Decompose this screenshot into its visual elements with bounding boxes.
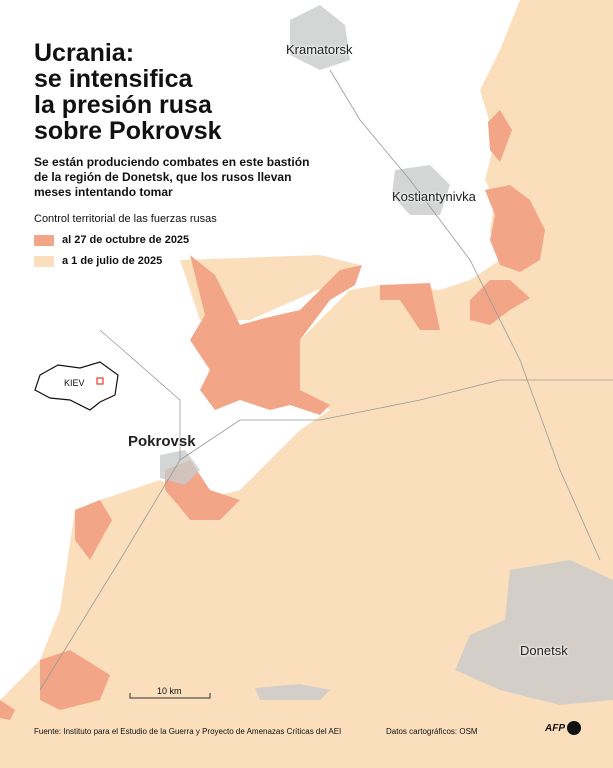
roads xyxy=(39,69,613,691)
legend-swatch xyxy=(34,235,54,246)
city-label: Donetsk xyxy=(520,643,568,658)
urban-areas xyxy=(160,5,613,705)
inset-label: KIEV xyxy=(64,378,85,388)
scale-label: 10 km xyxy=(157,686,182,696)
city-label: Kramatorsk xyxy=(286,42,353,57)
legend-item: a 1 de julio de 2025 xyxy=(62,255,163,267)
subtitle-line: Se están produciendo combates en este ba… xyxy=(34,155,310,169)
title-line: sobre Pokrovsk xyxy=(34,117,222,145)
area-october xyxy=(0,110,545,720)
title-line: se intensifica xyxy=(34,65,193,93)
inset-map xyxy=(34,361,119,411)
logo: AFP xyxy=(545,723,565,734)
title-line: la presión rusa xyxy=(34,91,212,119)
city-label: Kostiantynivka xyxy=(392,189,476,204)
city-label: Pokrovsk xyxy=(128,433,196,450)
subtitle: Se están produciendo combates en este ba… xyxy=(34,155,309,200)
legend-swatch xyxy=(34,256,54,267)
legend-item: al 27 de octubre de 2025 xyxy=(62,234,190,246)
title: Ucrania: se intensifica la presión rusa … xyxy=(34,40,222,144)
scale-bar xyxy=(129,693,211,699)
subtitle-line: meses intentando tomar xyxy=(34,185,173,199)
title-line: Ucrania: xyxy=(34,39,135,67)
afp-dot xyxy=(567,721,581,735)
legend-title: Control territorial de las fuerzas rusas xyxy=(34,213,217,225)
subtitle-line: de la región de Donetsk, que los rusos l… xyxy=(34,170,292,184)
map-credit: Datos cartográficos: OSM xyxy=(386,727,478,736)
source: Fuente: Instituto para el Estudio de la … xyxy=(34,727,342,736)
